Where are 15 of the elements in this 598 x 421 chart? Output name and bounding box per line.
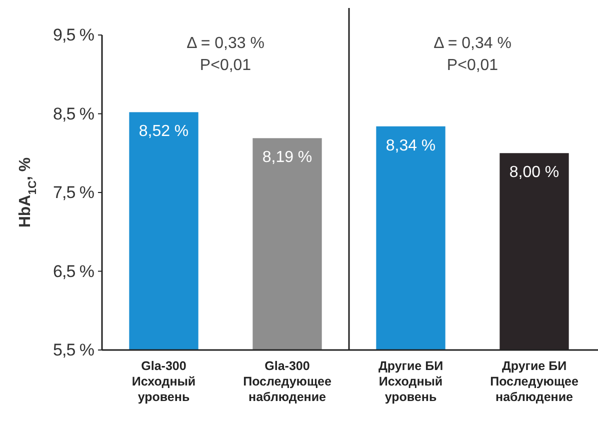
data-label: 8,52 %: [138, 123, 189, 140]
y-tick-label: 5,5 %: [53, 340, 94, 360]
x-tick-label: Другие БИ Последующее наблюдение: [490, 359, 578, 404]
data-label: 8,34 %: [386, 137, 436, 154]
data-label: 8,19 %: [262, 149, 312, 166]
y-tick-label: 7,5 %: [53, 183, 94, 202]
y-tick-label: 8,5 %: [53, 104, 94, 124]
data-label: 8,00 %: [509, 164, 560, 182]
y-tick-label: 6,5 %: [53, 262, 94, 281]
x-tick-label: Gla-300 Исходный уровень: [132, 359, 196, 404]
x-tick-label: Gla-300 Последующее наблюдение: [243, 359, 332, 404]
annotation: Δ = 0,34 % P<0,01: [434, 35, 512, 74]
annotation: Δ = 0,33 % P<0,01: [186, 35, 264, 74]
x-tick-label: Другие БИ Исходный уровень: [378, 359, 444, 404]
y-tick-label: 9,5 %: [53, 26, 94, 44]
